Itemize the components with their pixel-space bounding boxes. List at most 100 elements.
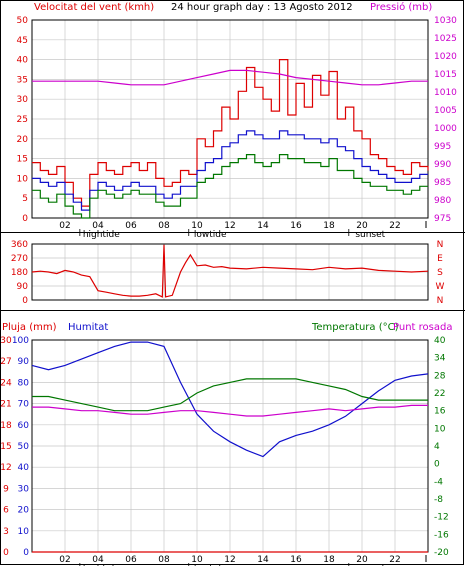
y-left-tick-label: 35	[17, 75, 28, 85]
y-left2-tick-label: 90	[18, 357, 30, 367]
y-right-tick-label: 34	[434, 354, 446, 364]
tide-label: lowtide	[194, 564, 227, 566]
x-tick-label: 02	[59, 555, 70, 565]
x-tick-label: 02	[59, 221, 70, 231]
x-tick-label: 18	[323, 221, 335, 231]
tide-label: hightide	[83, 564, 120, 566]
tide-label: hightide	[83, 230, 120, 240]
y-left2-tick-label: 100	[12, 336, 29, 346]
y-right-tick-label: -16	[434, 530, 449, 540]
dewpoint-axis-label: Punt rosada	[393, 322, 452, 333]
y-right-tick-label: 975	[434, 214, 451, 224]
y-left-tick-label: 6	[3, 506, 9, 516]
y-right-tick-label: N	[437, 296, 444, 306]
x-tick-label: 16	[290, 221, 302, 231]
y-right-tick-label: 995	[434, 142, 451, 152]
y-left-tick-label: 18	[0, 421, 12, 431]
x-tick-label: 10	[191, 555, 203, 565]
y-left-tick-label: 45	[17, 36, 28, 46]
x-tick-label: 04	[92, 555, 104, 565]
y-right-tick-label: 10	[434, 424, 446, 434]
y-left-tick-label: 20	[17, 135, 29, 145]
y-right-tick-label: 1015	[434, 70, 457, 80]
y-left-tick-label: 30	[0, 336, 12, 346]
humidity-temperature-panel: 0369121518212427300102030405060708090100…	[0, 336, 449, 566]
humidity-axis-label: Humitat	[68, 322, 108, 333]
y-left2-tick-label: 0	[23, 548, 29, 558]
y-right-tick-label: -20	[434, 548, 449, 558]
y-right-tick-label: 28	[434, 371, 446, 381]
y-left-tick-label: 30	[17, 95, 29, 105]
x-tick-label: 12	[224, 221, 235, 231]
x-tick-label: 14	[257, 555, 269, 565]
y-right-tick-label: 40	[434, 336, 446, 346]
y-left-tick-label: 90	[17, 282, 29, 292]
y-left-tick-label: 21	[0, 400, 11, 410]
series-line-red	[32, 59, 429, 207]
y-left-tick-label: 0	[3, 548, 9, 558]
y-right-tick-label: -4	[434, 477, 443, 487]
y-right-tick-label: 4	[434, 442, 440, 452]
y-left-tick-label: 270	[11, 254, 28, 264]
x-tick-label: 14	[257, 221, 269, 231]
y-left2-tick-label: 70	[18, 400, 30, 410]
y-right-tick-label: 22	[434, 389, 445, 399]
x-tick-label: 08	[158, 555, 170, 565]
x-tick-label: 18	[323, 555, 335, 565]
series-line-magenta	[32, 69, 428, 86]
y-right-tick-label: W	[436, 282, 445, 292]
x-tick-label: 22	[389, 221, 400, 231]
tide-label: sunset	[355, 564, 385, 566]
y-right-tick-label: 1025	[434, 34, 457, 44]
series-line-green	[32, 378, 428, 412]
y-left-tick-label: 3	[3, 527, 9, 537]
plot-frame	[31, 19, 429, 219]
x-tick-label: 06	[125, 221, 137, 231]
y-left-tick-label: 12	[0, 463, 11, 473]
x-tick-label: 06	[125, 555, 137, 565]
y-left-tick-label: 15	[17, 155, 28, 165]
tide-label: lowtide	[194, 230, 227, 240]
series-line-blue	[31, 341, 429, 458]
y-left-tick-label: 0	[22, 214, 28, 224]
pressure-axis-label: Pressió (mb)	[370, 1, 432, 13]
y-left2-tick-label: 20	[18, 506, 30, 516]
y-left-tick-label: 0	[22, 296, 28, 306]
y-right-tick-label: 1010	[434, 88, 457, 98]
y-right-tick-label: 1020	[434, 52, 457, 62]
y-left2-tick-label: 10	[18, 527, 30, 537]
y-right-tick-label: N	[437, 240, 444, 250]
y-left2-tick-label: 80	[18, 378, 30, 388]
y-left2-tick-label: 30	[18, 484, 30, 494]
y-left-tick-label: 50	[17, 16, 29, 26]
y-right-tick-label: 990	[434, 160, 451, 170]
y-left-tick-label: 25	[17, 115, 28, 125]
x-tick-label: 10	[191, 221, 203, 231]
y-right-tick-label: -12	[434, 513, 449, 523]
y-right-tick-label: 985	[434, 178, 451, 188]
y-left-tick-label: 10	[17, 174, 29, 184]
y-right-tick-label: 1000	[434, 124, 457, 134]
y-right-tick-label: -8	[434, 495, 443, 505]
x-tick-label: 04	[92, 221, 104, 231]
y-left-tick-label: 9	[3, 484, 9, 494]
series-line-green	[32, 154, 428, 219]
y-left-tick-label: 40	[17, 56, 29, 66]
tide-label: sunset	[355, 230, 385, 240]
x-tick-label: 16	[290, 555, 302, 565]
x-tick-label: 22	[389, 555, 400, 565]
rain-axis-label: Pluja (mm)	[2, 322, 57, 333]
x-tick-label: 08	[158, 221, 170, 231]
y-left-tick-label: 360	[11, 240, 28, 250]
y-left2-tick-label: 60	[18, 421, 30, 431]
x-tick-label: 20	[356, 555, 368, 565]
y-left2-tick-label: 40	[18, 463, 30, 473]
y-right-tick-label: 1005	[434, 106, 457, 116]
y-right-tick-label: E	[437, 254, 443, 264]
y-left-tick-label: 24	[0, 378, 12, 388]
x-tick-label: 20	[356, 221, 368, 231]
wind-pressure-panel: 0510152025303540455097598098599099510001…	[17, 16, 458, 240]
